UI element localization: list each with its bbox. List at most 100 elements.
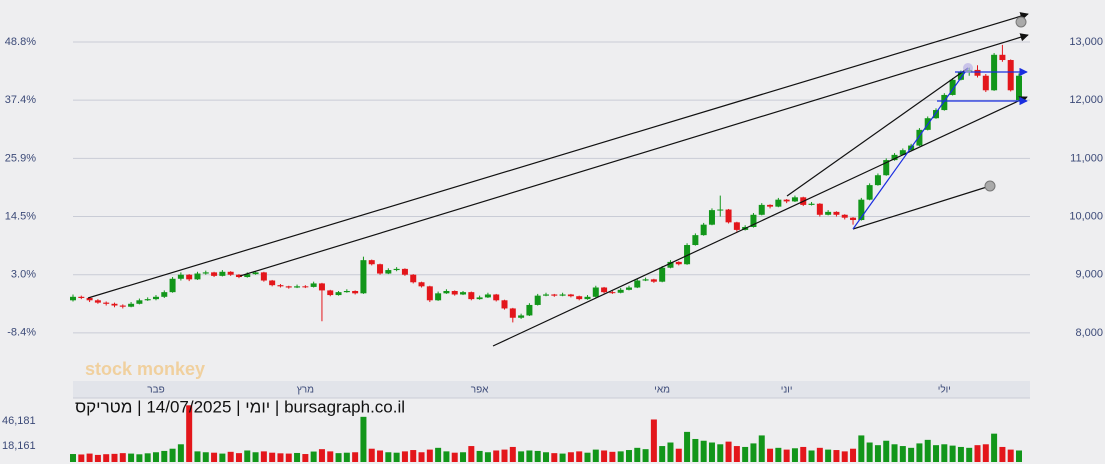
volume-bar [534,450,541,462]
month-label: פבר [147,385,164,396]
candle-body [551,294,558,296]
candle-body [335,292,342,296]
candle-body [899,150,906,155]
candle-body [576,296,583,300]
candle-body [78,296,85,298]
price-tick-label: 10,000 [1069,210,1103,222]
volume-bar [949,445,956,462]
pct-tick-label: 37.4% [5,94,36,106]
volume-bar [659,446,666,462]
volume-bar [451,452,458,462]
candle-body [874,175,881,186]
volume-bar [260,451,267,462]
candle-body [916,129,923,146]
volume-bar [94,454,101,462]
volume-bar [435,447,442,462]
volume-bar [733,446,740,462]
price-tick-label: 8,000 [1075,327,1103,339]
candle-body [277,285,284,287]
volume-bar [783,449,790,462]
candle-body [476,297,483,300]
candle-body [410,274,417,283]
volume-bar [708,442,715,462]
candle-body [866,185,873,200]
volume-bar [219,453,226,462]
anchor-dot [1015,16,1027,28]
candle-body [235,274,242,278]
volume-bar [119,453,126,462]
candle-body [343,290,350,293]
anchor-dot [984,180,996,192]
volume-bar [791,448,798,462]
candle-body [493,294,500,301]
volume-bar [401,451,408,462]
candle-body [285,286,292,288]
candle-body [385,270,392,274]
candle-body [833,211,840,215]
volume-bar [493,450,500,462]
volume-bar [684,431,691,462]
volume-bar [78,454,85,462]
volume-bar [816,447,823,462]
candle-body [850,217,857,221]
volume-bar [858,435,865,462]
volume-bar [866,442,873,462]
candle-body [451,290,458,295]
candle-body [260,272,267,281]
candle-body [684,245,691,265]
candle-body [717,209,724,211]
candle-body [567,294,574,297]
candle-body [559,294,566,296]
volume-bar [244,450,251,462]
candle-body [169,278,176,293]
candle-body [592,287,599,297]
candle-body [360,260,367,294]
volume-bar [957,446,964,462]
volume-bar [335,453,342,462]
volume-bar [377,450,384,462]
volume-bar [982,444,989,462]
volume-bar [202,452,209,462]
volume-bar [194,451,201,462]
candle-body [144,299,151,301]
candle-body [294,286,301,288]
volume-bar [543,452,549,462]
trend-line [239,33,1029,277]
candle-body [318,283,325,291]
watermark: stock monkey [85,359,205,379]
candle-body [949,79,956,95]
candle-body [982,75,989,91]
volume-bar [974,445,981,462]
volume-bar [128,453,135,462]
volume-bar [352,452,359,462]
candle-body [725,209,732,223]
volume-bar [609,451,616,462]
volume-bar [584,452,591,462]
volume-bar [833,450,840,462]
month-label: מרץ [297,385,314,396]
volume-bar [103,454,110,462]
volume-bar [526,450,533,462]
candle-body [352,290,359,294]
volume-bar [675,448,682,462]
candle-body [202,272,209,274]
time-axis-band [73,381,1030,398]
volume-bar [484,452,491,462]
candle-body [219,271,226,276]
volume-bar [211,452,218,462]
candle-body [808,203,815,205]
candle-body [194,273,201,280]
candle-body [518,315,525,318]
price-tick-label: 12,000 [1069,94,1103,106]
volume-bar [650,419,657,462]
price-tick-label: 11,000 [1070,152,1103,164]
candle-body [211,272,218,276]
month-label: יוני [781,385,793,396]
volume-bar [899,446,906,462]
candle-body [526,304,533,316]
volume-bar [70,454,76,462]
trend-line [786,67,969,197]
volume-bar [368,448,375,462]
volume-bar [86,453,93,462]
anchor-dot [963,63,973,73]
